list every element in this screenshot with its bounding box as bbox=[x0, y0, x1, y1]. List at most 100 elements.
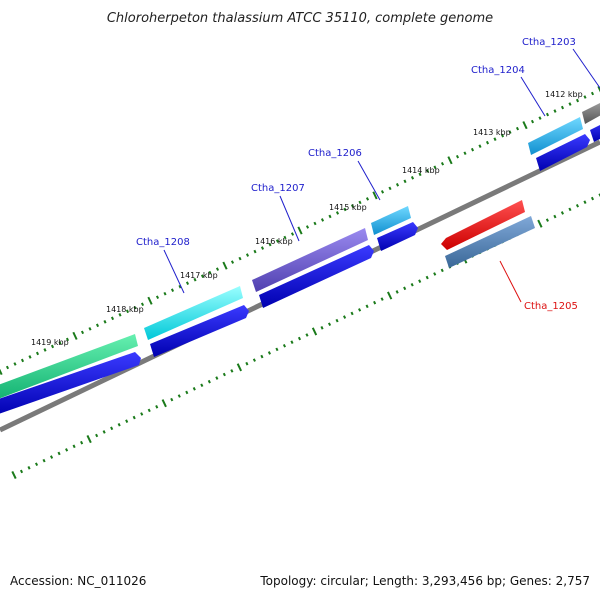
gene-ctha-1206-bar[interactable] bbox=[371, 206, 411, 235]
gene-label-ctha-1208[interactable]: Ctha_1208 bbox=[136, 237, 190, 248]
scale-tick bbox=[86, 435, 92, 444]
scale-tick bbox=[418, 172, 422, 177]
reverse-strand-features bbox=[441, 200, 535, 268]
scale-tick bbox=[215, 267, 220, 271]
accession-text: Accession: NC_011026 bbox=[10, 574, 146, 588]
cds-ctha-1203[interactable] bbox=[590, 120, 600, 142]
scale-tick bbox=[365, 304, 369, 309]
gene-label-ctha-1206[interactable]: Ctha_1206 bbox=[308, 148, 362, 159]
scale-tick bbox=[50, 455, 54, 459]
scale-tick bbox=[395, 290, 399, 294]
scale-tick bbox=[440, 161, 445, 166]
scale-tick bbox=[95, 433, 99, 438]
scale-tick bbox=[19, 469, 24, 474]
scale-tick bbox=[208, 270, 212, 275]
scale-tick bbox=[297, 226, 303, 235]
scale-tick bbox=[11, 470, 17, 480]
scale-tick bbox=[343, 315, 347, 319]
scale-tick bbox=[28, 355, 32, 359]
scale-tick bbox=[372, 191, 378, 200]
scale-tick bbox=[177, 394, 181, 398]
scale-tick bbox=[34, 462, 39, 467]
scale-tick bbox=[560, 211, 564, 215]
scale-tick bbox=[163, 291, 167, 296]
cds-ctha-1204[interactable] bbox=[536, 134, 590, 171]
scale-label-1414: 1414 kbp bbox=[402, 166, 440, 175]
scale-tick bbox=[553, 214, 557, 219]
map-title: Chloroherpeton thalassium ATCC 35110, co… bbox=[107, 11, 493, 26]
scale-tick bbox=[215, 376, 219, 380]
scale-tick bbox=[125, 419, 129, 423]
scale-tick bbox=[508, 130, 512, 134]
scale-tick bbox=[80, 440, 84, 445]
gene-ctha-1203-bar[interactable] bbox=[582, 98, 600, 124]
cds-ctha-1209[interactable] bbox=[0, 352, 141, 417]
gene-ctha-1204-bar[interactable] bbox=[528, 117, 583, 155]
scale-tick bbox=[133, 305, 137, 310]
gene-ctha-1209-bar[interactable] bbox=[0, 334, 138, 402]
scale-tick bbox=[545, 112, 550, 117]
scale-tick bbox=[236, 363, 243, 372]
scale-tick bbox=[537, 219, 543, 228]
leader-ctha-1205 bbox=[499, 260, 522, 303]
gene-label-ctha-1203[interactable]: Ctha_1203 bbox=[522, 37, 576, 48]
scale-tick bbox=[118, 313, 122, 317]
scale-tick bbox=[583, 200, 587, 204]
scale-tick bbox=[170, 397, 174, 402]
scale-label-1415: 1415 kbp bbox=[329, 203, 367, 212]
gene-label-ctha-1205[interactable]: Ctha_1205 bbox=[524, 301, 578, 312]
scale-tick bbox=[538, 116, 542, 120]
scale-tick bbox=[575, 98, 580, 103]
scale-tick bbox=[245, 361, 249, 366]
scale-tick bbox=[305, 225, 310, 229]
scale-tick bbox=[230, 260, 235, 264]
scale-tick bbox=[140, 412, 144, 416]
scale-tick bbox=[350, 311, 354, 316]
scale-tick bbox=[380, 190, 385, 194]
scale-tick bbox=[110, 426, 114, 431]
scale-tick bbox=[410, 176, 415, 180]
scale-tick bbox=[110, 316, 115, 321]
scale-tick bbox=[282, 343, 287, 348]
scale-tick bbox=[455, 154, 460, 159]
scale-tick bbox=[403, 286, 407, 291]
scale-label-1413: 1413 kbp bbox=[473, 128, 511, 137]
scale-tick bbox=[320, 218, 325, 222]
scale-tick bbox=[140, 302, 145, 307]
scale-tick bbox=[72, 331, 78, 340]
cds-ctha-1207[interactable] bbox=[259, 245, 374, 308]
scale-tick bbox=[290, 340, 294, 344]
scale-tick bbox=[267, 351, 271, 355]
scale-tick bbox=[207, 379, 211, 384]
scale-tick bbox=[268, 242, 272, 247]
scale-tick bbox=[238, 256, 242, 261]
scale-tick bbox=[222, 372, 226, 377]
gene-ctha-1208-bar[interactable] bbox=[144, 286, 243, 340]
scale-tick bbox=[132, 415, 136, 420]
scale-tick bbox=[192, 387, 196, 391]
scale-tick bbox=[42, 458, 46, 463]
scale-tick bbox=[35, 351, 40, 356]
gene-ctha-1207-bar[interactable] bbox=[252, 228, 368, 292]
scale-label-1418: 1418 kbp bbox=[106, 305, 144, 314]
cds-ctha-1205[interactable] bbox=[445, 216, 535, 268]
scale-tick bbox=[275, 347, 279, 352]
scale-tick bbox=[200, 274, 205, 278]
gene-ctha-1205-bar[interactable] bbox=[441, 200, 525, 250]
gene-label-ctha-1204[interactable]: Ctha_1204 bbox=[471, 65, 525, 76]
scale-tick bbox=[103, 320, 107, 324]
scale-tick bbox=[433, 165, 437, 170]
cds-ctha-1206[interactable] bbox=[377, 222, 418, 251]
scale-tick bbox=[72, 444, 76, 449]
scale-tick bbox=[560, 105, 565, 110]
gene-features bbox=[0, 98, 600, 402]
scale-tick bbox=[350, 204, 355, 208]
scale-label-1416: 1416 kbp bbox=[255, 237, 293, 246]
scale-tick bbox=[230, 369, 234, 373]
scale-tick bbox=[185, 281, 190, 285]
leader-ctha-1203 bbox=[572, 48, 600, 89]
scale-tick bbox=[170, 288, 175, 292]
gene-label-ctha-1207[interactable]: Ctha_1207 bbox=[251, 183, 305, 194]
cds-ctha-1208[interactable] bbox=[150, 305, 249, 357]
scale-tick bbox=[311, 327, 318, 336]
